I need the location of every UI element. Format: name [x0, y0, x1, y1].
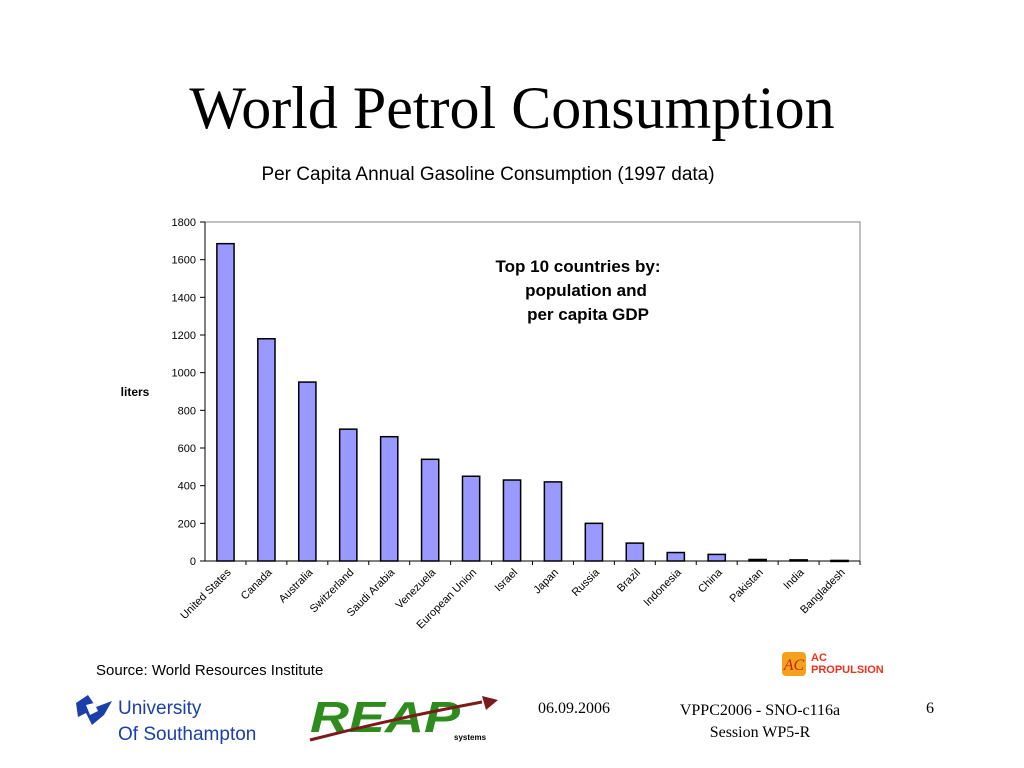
chart-title: Per Capita Annual Gasoline Consumption (…: [261, 164, 715, 185]
x-tick-label: Pakistan: [727, 567, 765, 605]
bar-australia: [297, 381, 317, 562]
bar-canada: [257, 338, 276, 562]
slide-title: World Petrol Consumption: [189, 75, 835, 141]
chart-annotation-line: per capita GDP: [527, 305, 649, 324]
bar-united-states: [216, 242, 235, 562]
acp-line2: PROPULSION: [811, 664, 884, 676]
bar-pakistan: [748, 558, 768, 562]
acp-logo-mark: [782, 652, 806, 676]
bar-european-union: [461, 475, 481, 562]
footer-conference-line1: VPPC2006 - SNO-c116a: [679, 702, 841, 719]
university-name: University Of Southampton: [118, 696, 256, 748]
bar-indonesia: [666, 551, 686, 562]
bar-brazil: [625, 542, 645, 562]
reap-arrow-line: [309, 700, 483, 742]
footer-conference: VPPC2006 - SNO-c116a Session WP5-R: [652, 700, 868, 744]
bar-japan: [543, 481, 563, 562]
footer-date: 06.09.2006: [538, 700, 610, 717]
y-tick-label: 1000: [172, 368, 196, 380]
x-tick-label: Japan: [531, 567, 561, 597]
x-tick-label: Israel: [493, 567, 521, 595]
x-tick-label: United States: [178, 566, 234, 622]
university-logo-icon: [76, 695, 112, 725]
x-tick-label: China: [696, 566, 725, 595]
y-tick-label: 1600: [172, 255, 196, 267]
acp-logo-glyph: AC: [783, 657, 805, 674]
x-tick-label: Canada: [239, 566, 275, 602]
reap-systems-logo: REAP systems: [309, 693, 498, 742]
ac-propulsion-logo: AC: [782, 652, 806, 676]
footer-page-number: 6: [926, 700, 934, 717]
chart-annotation-line: Top 10 countries by:: [496, 257, 661, 276]
x-tick-label: Australia: [277, 566, 316, 605]
y-tick-label: 1800: [172, 217, 196, 229]
bar-bangladesh: [830, 559, 849, 563]
y-tick-label: 1200: [172, 330, 196, 342]
y-tick-label: 400: [178, 481, 196, 493]
y-axis-label: liters: [121, 385, 150, 399]
acp-line1: AC: [811, 652, 827, 664]
ac-propulsion-text: AC PROPULSION: [811, 652, 884, 676]
x-tick-label: Brazil: [615, 567, 643, 595]
x-tick-label: India: [781, 566, 807, 592]
bar-saudi-arabia: [379, 435, 399, 562]
y-tick-label: 600: [178, 443, 196, 455]
chart-annotation-line: population and: [525, 281, 647, 300]
bar-russia: [584, 522, 604, 562]
x-tick-label: Indonesia: [642, 566, 685, 609]
reap-arrow-head-icon: [482, 696, 498, 710]
bar-israel: [502, 479, 522, 562]
university-line1: University: [118, 698, 202, 719]
y-tick-label: 800: [178, 405, 196, 417]
reap-subtext: systems: [454, 733, 487, 742]
y-tick-label: 0: [190, 556, 196, 568]
footer-conference-line2: Session WP5-R: [709, 724, 811, 741]
source-note: Source: World Resources Institute: [96, 662, 324, 679]
x-tick-label: Russia: [570, 566, 603, 599]
y-tick-label: 200: [178, 518, 196, 530]
bar-venezuela: [420, 458, 440, 562]
y-tick-label: 1400: [172, 292, 196, 304]
bar-china: [707, 553, 727, 562]
bar-india: [789, 559, 808, 562]
university-line2: Of Southampton: [118, 724, 257, 745]
bar-switzerland: [338, 428, 358, 562]
